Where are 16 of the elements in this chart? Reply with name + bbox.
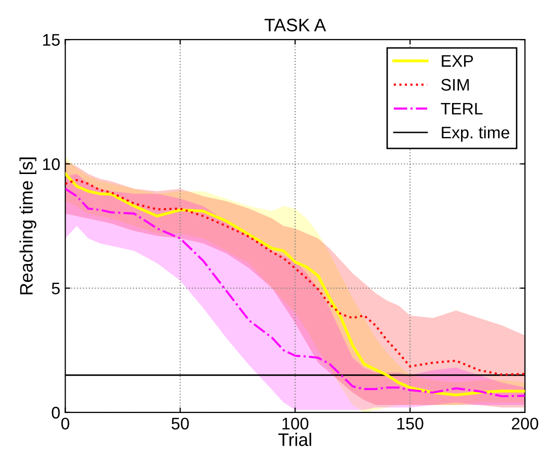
y-tick-label: 0	[52, 406, 60, 419]
x-tick-label: 200	[512, 418, 538, 430]
x-axis-title: Trial	[278, 432, 312, 446]
x-tick-label: 50	[172, 418, 189, 430]
x-tick-label: 0	[61, 418, 70, 430]
y-tick-label: 10	[43, 158, 60, 170]
chart-title: TASK A	[264, 18, 326, 32]
y-tick-label: 5	[52, 282, 60, 294]
y-axis-title: Reaching time [s]	[19, 158, 36, 294]
legend-label: EXP	[442, 55, 473, 67]
x-tick-label: 100	[282, 418, 308, 430]
legend-label: TERL	[440, 102, 483, 114]
x-tick-label: 150	[397, 418, 424, 430]
legend-label: Exp. time	[442, 126, 510, 142]
y-tick-label: 15	[43, 34, 60, 46]
legend-label: SIM	[441, 78, 469, 91]
